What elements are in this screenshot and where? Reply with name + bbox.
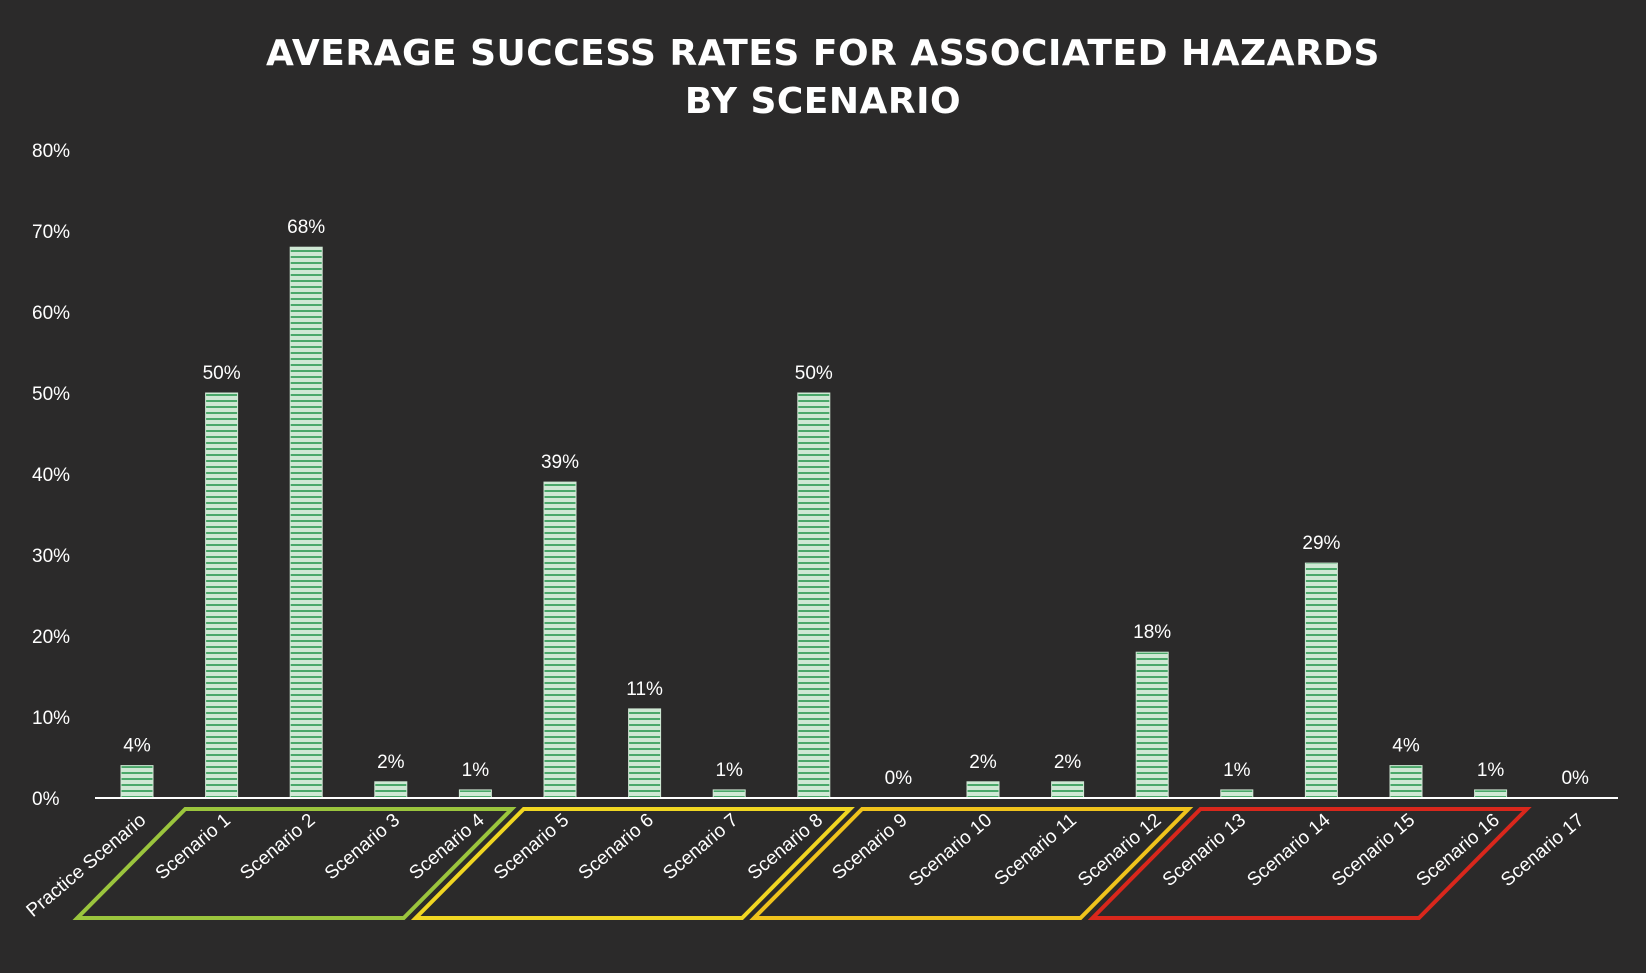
scenario-group-outline: [410, 807, 855, 920]
x-tick-label: Scenario 11: [991, 810, 1081, 890]
data-label: 1%: [462, 760, 490, 781]
y-tick-label: 70%: [32, 222, 70, 243]
y-tick-label: 20%: [32, 627, 70, 648]
data-label: 1%: [1477, 760, 1505, 781]
x-tick-label: Scenario 7: [659, 810, 742, 884]
bar: [120, 765, 154, 799]
y-tick-label: 50%: [32, 384, 70, 405]
x-tick-label: Scenario 17: [1497, 810, 1588, 891]
x-tick-label: Scenario 3: [321, 810, 404, 884]
data-label: 11%: [626, 679, 663, 700]
chart-title: AVERAGE SUCCESS RATES FOR ASSOCIATED HAZ…: [0, 30, 1646, 126]
bar: [1389, 765, 1423, 799]
data-label: 39%: [541, 452, 579, 473]
x-tick-label: Scenario 15: [1328, 810, 1419, 891]
chart-title-line-2: BY SCENARIO: [684, 81, 962, 122]
data-label: 68%: [287, 217, 325, 238]
bar: [543, 481, 577, 799]
bar: [374, 781, 408, 799]
x-tick-label: Scenario 13: [1159, 810, 1250, 891]
data-label: 2%: [969, 752, 997, 773]
y-tick-label: 10%: [32, 708, 70, 729]
bar: [712, 789, 746, 799]
bar: [628, 708, 662, 799]
data-label: 4%: [123, 736, 151, 757]
data-label: 50%: [795, 363, 833, 384]
bar: [289, 246, 323, 799]
data-label: 4%: [1392, 736, 1420, 757]
data-label: 1%: [715, 760, 743, 781]
x-tick-label: Scenario 6: [575, 810, 658, 884]
bar: [458, 789, 492, 799]
data-label: 50%: [203, 363, 241, 384]
bar: [966, 781, 1000, 799]
data-label: 0%: [1561, 768, 1589, 789]
bar: [797, 392, 831, 799]
bar: [1135, 651, 1169, 799]
bars: [120, 246, 1508, 799]
data-label: 2%: [377, 752, 405, 773]
bar: [205, 392, 239, 799]
y-tick-label: 30%: [32, 546, 70, 567]
y-tick-label: 0%: [32, 789, 60, 810]
data-labels: 4% 50% 68% 2% 1% 39% 11% 1% 50% 0% 2% 2% 18% 1% 29% 4% 1…: [123, 217, 1589, 789]
y-tick-label: 40%: [32, 465, 70, 486]
scenario-group-outline: [72, 807, 517, 920]
bar: [1304, 562, 1338, 799]
y-tick-label: 80%: [32, 141, 70, 162]
data-label: 2%: [1054, 752, 1082, 773]
scenario-group-outline: [1087, 807, 1532, 920]
data-label: 29%: [1302, 533, 1340, 554]
chart-title-line-1: AVERAGE SUCCESS RATES FOR ASSOCIATED HAZ…: [266, 33, 1380, 74]
bar: [1220, 789, 1254, 799]
data-label: 0%: [885, 768, 913, 789]
x-tick-label: Scenario 1: [152, 810, 235, 884]
x-tick-label: Scenario 14: [1243, 809, 1335, 891]
scenario-group-outline: [749, 807, 1194, 920]
bar: [1474, 789, 1508, 799]
x-tick-label: Scenario 2: [236, 810, 319, 884]
data-label: 1%: [1223, 760, 1251, 781]
y-tick-label: 60%: [32, 303, 70, 324]
scenario-group-outlines: [72, 807, 1532, 920]
data-label: 18%: [1133, 622, 1171, 643]
bar: [1051, 781, 1085, 799]
y-axis: 0% 10% 20% 30% 40% 50% 60% 70% 80%: [32, 141, 70, 810]
x-tick-label: Scenario 10: [905, 810, 996, 891]
